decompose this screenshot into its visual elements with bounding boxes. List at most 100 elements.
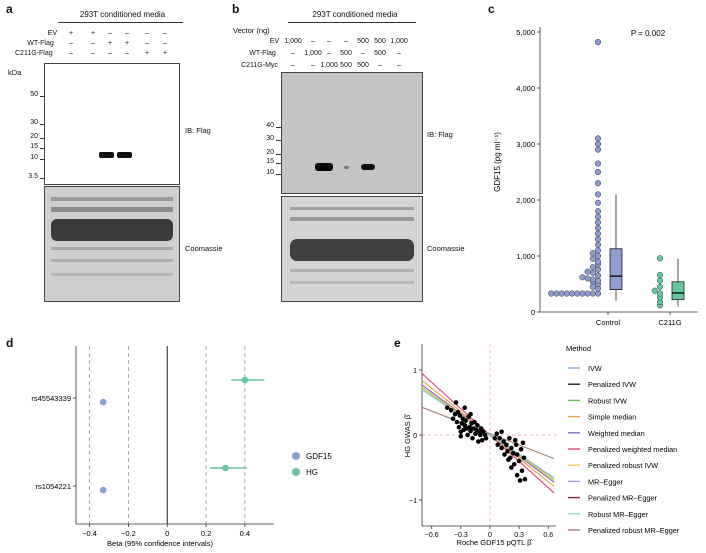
data-point	[455, 409, 461, 415]
condition-cell: –	[378, 62, 382, 69]
y-tick-label: 5,000	[516, 28, 535, 37]
kda-tick-mark	[276, 140, 281, 141]
condition-cell: 500	[340, 50, 352, 57]
condition-cell: 500	[374, 38, 386, 45]
condition-cell: 1,000	[320, 62, 338, 69]
panel-c-box-plot: 0 1,000 2,000 3,000 4,000 5,000 Control C211G G…	[493, 27, 698, 327]
condition-cell: –	[108, 50, 112, 57]
legend-label: Penalized MR–Egger	[588, 494, 658, 503]
data-point	[512, 437, 518, 443]
data-point	[656, 290, 664, 297]
data-point	[594, 224, 602, 232]
kda-tick-mark	[276, 163, 281, 164]
blot-band	[361, 164, 375, 170]
panel-a-western-blot	[44, 63, 180, 185]
y-tick-label: −1	[409, 498, 417, 505]
condition-cell: –	[397, 62, 401, 69]
data-point	[495, 442, 501, 448]
data-point	[454, 419, 460, 425]
legend-label: Weighted median	[588, 429, 645, 438]
data-point	[594, 290, 602, 297]
data-point	[479, 437, 485, 443]
condition-cell: +	[68, 30, 74, 37]
kda-tick-mark	[40, 96, 44, 97]
data-point	[475, 422, 480, 428]
data-point	[518, 447, 524, 452]
condition-cell: +	[124, 40, 130, 47]
data-point	[463, 418, 468, 423]
condition-cell: +	[144, 50, 150, 57]
y-tick-label: rs45543339	[31, 394, 71, 403]
condition-cell: –	[311, 62, 315, 69]
fit-line	[421, 389, 555, 479]
data-point	[584, 275, 591, 282]
data-point	[594, 135, 602, 142]
data-point	[513, 442, 519, 448]
x-tick-label: −0.6	[425, 532, 439, 539]
data-point	[589, 269, 596, 276]
data-point	[497, 435, 502, 441]
data-point	[594, 266, 602, 273]
condition-cell: –	[163, 30, 167, 37]
kda-tick-mark	[276, 174, 281, 175]
data-point	[594, 213, 602, 220]
panel-a-stain-label: Coomassie	[185, 244, 223, 253]
data-point	[594, 277, 602, 284]
data-point	[589, 250, 596, 257]
panel-b-vector-label: Vector (ng)	[233, 26, 270, 35]
data-point	[594, 219, 602, 226]
data-point	[517, 478, 523, 483]
y-tick-label: 3,000	[516, 140, 535, 149]
legend-label: Penalized robust MR–Egger	[588, 526, 680, 535]
kda-tick-mark	[40, 138, 44, 139]
condition-cell: 1,000	[304, 50, 322, 57]
data-point	[574, 290, 581, 297]
y-tick-label: 4,000	[516, 84, 535, 93]
data-point	[594, 146, 602, 153]
legend-swatch	[292, 468, 300, 476]
data-point	[594, 236, 602, 243]
panel-b-label: b	[232, 2, 240, 16]
data-point	[594, 168, 602, 176]
data-point	[470, 435, 475, 441]
condition-cell: –	[91, 50, 95, 57]
legend-swatch	[292, 452, 300, 460]
kda-tick-mark	[40, 178, 44, 179]
data-point	[594, 160, 602, 167]
gel-band	[51, 259, 173, 262]
condition-row-label: EV	[47, 30, 58, 37]
kda-tick-label: 30	[266, 135, 274, 142]
condition-row-label: C211G-Myc	[241, 62, 278, 69]
legend-title: Method	[566, 344, 591, 353]
y-axis-label: HG GWAS β̂	[403, 413, 412, 457]
data-point	[594, 140, 602, 148]
kda-tick-label: 40	[266, 122, 274, 129]
condition-cell: –	[145, 40, 149, 47]
condition-row-label: EV	[269, 38, 280, 45]
gel-band	[290, 239, 414, 261]
condition-cell: 500	[374, 50, 386, 57]
data-point	[467, 424, 472, 430]
data-point	[579, 290, 586, 297]
data-point	[456, 424, 462, 430]
kda-tick-label: 20	[30, 133, 38, 140]
data-point	[476, 439, 481, 444]
data-point	[589, 276, 596, 283]
data-point	[499, 445, 504, 451]
condition-cell: –	[361, 50, 365, 57]
condition-cell: –	[69, 40, 73, 47]
kda-tick-mark	[276, 154, 281, 155]
panel-c-label: c	[488, 2, 495, 16]
panel-a-header: 293T conditioned media	[79, 10, 166, 19]
data-point	[468, 411, 473, 417]
gel-band	[51, 273, 173, 276]
panel-a-kda-title: kDa	[8, 68, 22, 77]
kda-tick-label: 50	[30, 91, 38, 98]
x-tick-label: 0	[488, 532, 492, 539]
data-point	[462, 405, 468, 410]
data-point	[510, 450, 516, 456]
x-axis-label: Roche GDF15 pQTL β̂	[457, 538, 534, 547]
condition-cell: –	[163, 40, 167, 47]
data-point	[558, 290, 565, 297]
data-point	[584, 290, 591, 297]
